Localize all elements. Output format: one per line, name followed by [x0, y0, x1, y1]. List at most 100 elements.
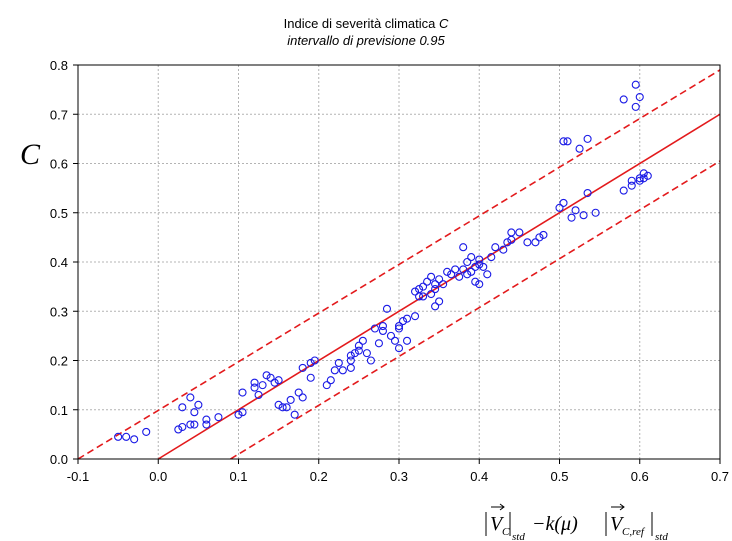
data-point: [535, 233, 544, 242]
upper-prediction-band: [77, 69, 721, 460]
data-point: [487, 253, 496, 262]
data-point: [475, 280, 484, 289]
data-point: [330, 366, 339, 375]
data-point: [439, 280, 448, 289]
data-point: [190, 420, 199, 429]
data-point: [378, 321, 388, 331]
data-point: [431, 302, 440, 311]
data-points: [114, 80, 652, 444]
data-point: [423, 277, 432, 286]
x-label-sub1: C: [502, 526, 510, 538]
data-point: [366, 356, 375, 365]
data-point: [274, 400, 283, 409]
data-point: [627, 176, 636, 185]
data-point: [266, 373, 275, 382]
data-point: [358, 336, 367, 345]
data-point: [114, 432, 123, 441]
data-point: [298, 363, 307, 372]
data-point: [591, 208, 600, 217]
data-point: [334, 358, 343, 368]
x-tick-label: 0.2: [310, 469, 328, 484]
chart-title: Indice di severità climatica C: [284, 16, 449, 31]
data-point: [178, 403, 187, 412]
data-point: [431, 280, 440, 289]
data-point: [234, 410, 243, 419]
x-tick-label: 0.7: [711, 469, 729, 484]
data-point: [467, 267, 476, 276]
data-point: [374, 339, 383, 348]
x-label-middle: −k(μ): [532, 513, 578, 535]
y-tick-label: 0.0: [50, 452, 68, 467]
x-axis-label: V C std −k(μ) V C,ref std: [485, 503, 668, 541]
data-point: [354, 346, 363, 355]
data-point: [354, 341, 363, 350]
data-point: [194, 400, 203, 409]
data-point: [390, 336, 400, 345]
data-point: [583, 189, 592, 198]
data-point: [306, 358, 315, 368]
x-label-sub1-outer: std: [512, 531, 525, 541]
x-label-v1: V: [490, 513, 505, 535]
data-point: [639, 169, 648, 178]
data-point: [346, 356, 355, 365]
data-point: [483, 270, 492, 279]
data-point: [643, 171, 652, 180]
data-point: [282, 403, 291, 412]
data-point: [346, 363, 355, 372]
data-point: [579, 211, 588, 220]
data-point: [326, 376, 335, 385]
data-point: [122, 432, 131, 441]
data-point: [370, 324, 379, 333]
data-point: [619, 95, 628, 104]
x-tick-label: 0.1: [229, 469, 247, 484]
data-point: [174, 425, 183, 434]
data-point: [455, 272, 464, 281]
data-point: [419, 282, 428, 291]
data-point: [410, 287, 420, 296]
tick-labels: -0.1 0.0 0.1 0.2 0.3 0.4 0.5 0.6 0.7 0.0 0.1 0.2 0.3…: [50, 58, 729, 484]
data-point: [270, 378, 279, 387]
data-point: [559, 137, 568, 146]
x-tick-label: 0.3: [390, 469, 408, 484]
x-label-sub2-outer: std: [655, 531, 668, 541]
chart-title-text: Indice di severità climatica: [284, 16, 436, 31]
data-point: [475, 255, 484, 264]
data-point: [250, 383, 259, 392]
data-point: [142, 427, 151, 436]
data-point: [427, 289, 436, 299]
regression-line: [157, 113, 721, 460]
data-point: [559, 198, 568, 207]
data-point: [322, 381, 331, 390]
data-point: [639, 174, 648, 183]
data-point: [491, 243, 500, 252]
data-point: [290, 410, 299, 419]
data-point: [555, 203, 564, 212]
data-point: [635, 176, 644, 185]
data-point: [507, 228, 516, 237]
data-point: [306, 373, 315, 382]
data-point: [435, 275, 444, 284]
data-point: [471, 262, 480, 271]
chart-subtitle: intervallo di previsione 0.95: [287, 33, 445, 48]
data-point: [575, 144, 584, 153]
data-point: [402, 336, 412, 345]
data-point: [475, 260, 484, 269]
data-point: [362, 349, 371, 358]
data-point: [190, 408, 199, 417]
data-point: [463, 257, 472, 267]
data-point: [467, 253, 476, 262]
x-label-vector-arrow-2: [611, 503, 625, 511]
data-point: [250, 378, 259, 387]
data-point: [382, 304, 392, 313]
data-point: [350, 349, 359, 358]
data-point: [419, 292, 428, 301]
data-point: [178, 422, 187, 432]
data-point: [515, 228, 524, 237]
data-point: [398, 317, 408, 326]
data-point: [394, 344, 404, 353]
x-tick-label: 0.4: [470, 469, 488, 484]
data-point: [130, 435, 139, 444]
x-label-vector-arrow-1: [491, 503, 505, 511]
data-point: [539, 230, 548, 239]
